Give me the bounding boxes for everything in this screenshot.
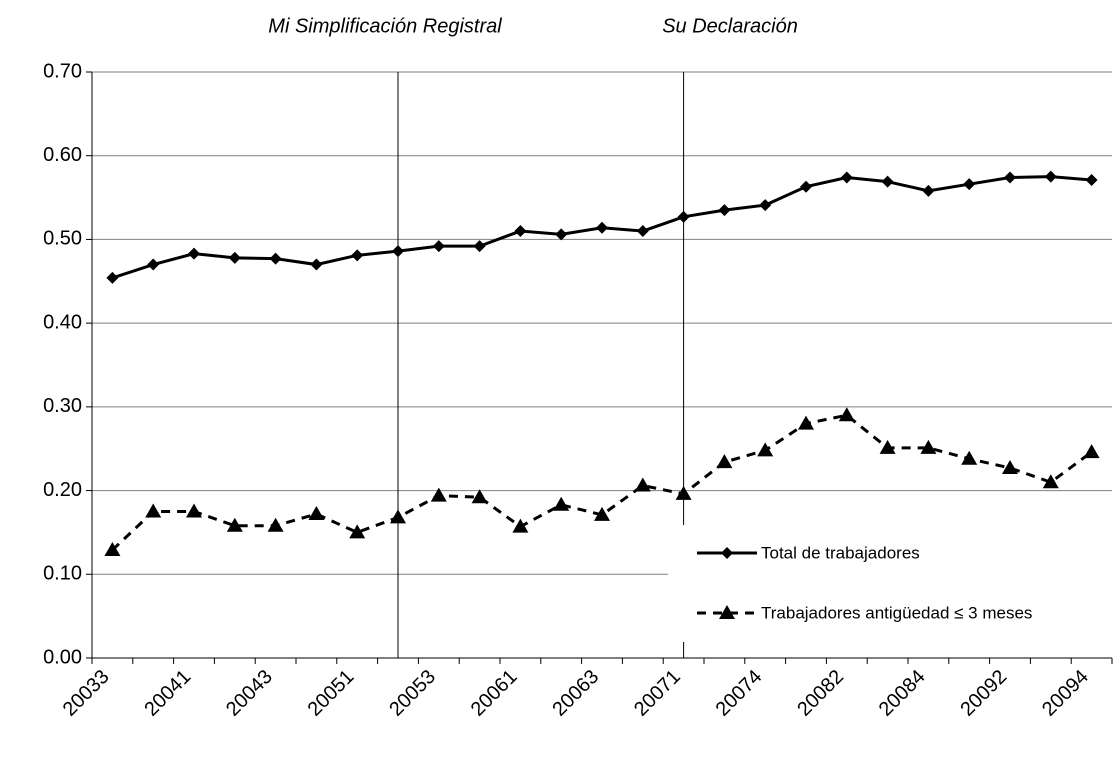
marker (675, 485, 692, 500)
marker (757, 442, 774, 457)
legend-label: Total de trabajadores (761, 543, 920, 562)
marker (106, 271, 119, 284)
marker (716, 454, 733, 469)
marker (308, 506, 325, 521)
marker (553, 496, 570, 511)
marker (1004, 171, 1016, 184)
marker (963, 178, 976, 191)
marker (961, 450, 978, 465)
y-tick-label: 0.30 (43, 395, 82, 417)
marker (596, 221, 608, 234)
x-tick-label: 20082 (793, 666, 848, 721)
marker (636, 225, 649, 238)
marker (881, 175, 894, 188)
annotation: Su Declaración (662, 15, 798, 37)
y-tick-label: 0.40 (43, 311, 82, 333)
y-tick-label: 0.20 (43, 479, 82, 501)
marker (555, 228, 568, 241)
x-tick-label: 20071 (630, 666, 685, 721)
marker (104, 542, 121, 557)
marker (267, 517, 284, 532)
y-tick-label: 0.60 (43, 144, 82, 166)
marker (514, 225, 527, 238)
marker (512, 518, 529, 533)
marker (634, 477, 651, 492)
x-tick-label: 20061 (467, 666, 522, 721)
marker (228, 251, 241, 264)
marker (269, 252, 282, 265)
marker (392, 245, 404, 258)
legend-label: Trabajadores antigüedad ≤ 3 meses (761, 603, 1032, 622)
y-tick-label: 0.00 (43, 646, 82, 668)
marker (922, 184, 935, 197)
marker (759, 199, 772, 212)
marker (349, 524, 366, 539)
marker (351, 249, 364, 262)
marker (800, 180, 812, 193)
marker (1085, 173, 1098, 186)
marker (879, 439, 896, 454)
x-tick-label: 20033 (59, 666, 114, 721)
marker (432, 240, 445, 253)
marker (1044, 170, 1057, 183)
marker (186, 503, 202, 518)
x-tick-label: 20043 (222, 666, 277, 721)
y-tick-label: 0.50 (43, 228, 82, 250)
x-tick-label: 20051 (304, 666, 359, 721)
annotation: Mi Simplificación Registral (268, 15, 502, 37)
marker (920, 439, 937, 454)
y-tick-label: 0.70 (43, 60, 82, 82)
marker (147, 258, 160, 271)
marker (838, 407, 855, 422)
marker (594, 506, 610, 521)
marker (718, 204, 731, 217)
x-tick-label: 20094 (1038, 666, 1093, 721)
marker (430, 487, 447, 502)
marker (473, 240, 486, 253)
x-tick-label: 20074 (712, 666, 767, 721)
marker (840, 171, 853, 184)
marker (719, 605, 735, 619)
marker (310, 258, 323, 271)
y-tick-label: 0.10 (43, 563, 82, 585)
x-tick-label: 20063 (548, 666, 603, 721)
x-tick-label: 20053 (385, 666, 440, 721)
marker (390, 509, 406, 524)
x-tick-label: 20041 (140, 666, 195, 721)
x-tick-label: 20092 (956, 666, 1011, 721)
x-tick-label: 20084 (875, 666, 930, 721)
legend-background (668, 525, 1115, 642)
marker (1002, 459, 1018, 474)
marker (471, 489, 488, 504)
marker (1042, 474, 1059, 489)
marker (721, 547, 733, 559)
marker (145, 503, 162, 518)
marker (226, 517, 243, 532)
marker (798, 415, 814, 430)
marker (1083, 444, 1100, 459)
marker (677, 210, 690, 223)
marker (188, 247, 200, 260)
